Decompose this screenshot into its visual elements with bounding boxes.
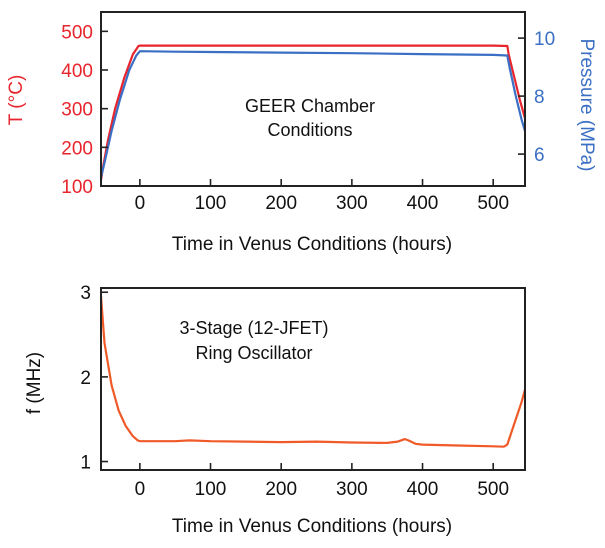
oscillator-y-axis-label: f (MHz) — [24, 352, 45, 414]
temperature-line — [99, 44, 527, 181]
chamber-y-right-label: Pressure (MPa) — [576, 38, 597, 171]
chamber-x-tick-label: 200 — [265, 193, 297, 214]
chamber-plot-frame — [100, 11, 526, 187]
chamber-series-layer — [99, 44, 527, 181]
chamber-y-left-tick-label: 400 — [61, 61, 93, 82]
frequency-line — [99, 296, 527, 448]
chamber-x-tick-label: 0 — [135, 193, 146, 214]
chamber-y-right-tick-label: 6 — [534, 145, 545, 166]
oscillator-x-tick-label: 0 — [135, 479, 146, 500]
chamber-annotation-line-2: Conditions — [267, 120, 352, 140]
chamber-x-tick-label: 500 — [477, 193, 509, 214]
oscillator-annotation-line-2: Ring Oscillator — [195, 343, 312, 363]
oscillator-annotation-line-1: 3-Stage (12-JFET) — [179, 318, 328, 338]
oscillator-series-layer — [99, 296, 527, 448]
chamber-x-tick-label: 300 — [336, 193, 368, 214]
oscillator-plot-frame — [100, 287, 526, 471]
oscillator-chart: 0 100 200 300 400 500 1 2 3 3-Stage (12-JFET) Ri… — [24, 283, 527, 537]
chamber-y-left-tick-label: 200 — [61, 138, 93, 159]
chamber-chart: 0 100 200 300 400 500 100 200 300 400 500 6 8 10 GEER… — [6, 11, 597, 255]
chamber-y-left-tick-label: 100 — [61, 177, 93, 198]
chamber-y-right-tick-label: 10 — [534, 29, 555, 50]
chamber-tick-layer: 0 100 200 300 400 500 100 200 300 400 500 6 8 10 — [61, 22, 555, 214]
oscillator-x-axis-label: Time in Venus Conditions (hours) — [172, 516, 452, 537]
oscillator-x-tick-label: 500 — [477, 479, 509, 500]
chamber-y-left-tick-label: 300 — [61, 100, 93, 121]
oscillator-x-tick-label: 100 — [195, 479, 227, 500]
chamber-y-left-label: T (°C) — [6, 75, 27, 126]
oscillator-y-tick-label: 2 — [80, 368, 91, 389]
oscillator-y-tick-label: 3 — [80, 283, 91, 304]
chamber-y-left-tick-label: 500 — [61, 22, 93, 43]
oscillator-x-tick-label: 400 — [407, 479, 439, 500]
chamber-x-axis-label: Time in Venus Conditions (hours) — [172, 234, 452, 255]
chamber-annotation-line-1: GEER Chamber — [245, 96, 375, 116]
chamber-x-tick-label: 100 — [195, 193, 227, 214]
pressure-line — [99, 50, 527, 178]
chamber-y-right-tick-label: 8 — [534, 87, 545, 108]
oscillator-tick-layer: 0 100 200 300 400 500 1 2 3 — [80, 283, 509, 500]
oscillator-y-tick-label: 1 — [80, 453, 91, 474]
oscillator-x-tick-label: 300 — [336, 479, 368, 500]
oscillator-x-tick-label: 200 — [265, 479, 297, 500]
chamber-x-tick-label: 400 — [407, 193, 439, 214]
